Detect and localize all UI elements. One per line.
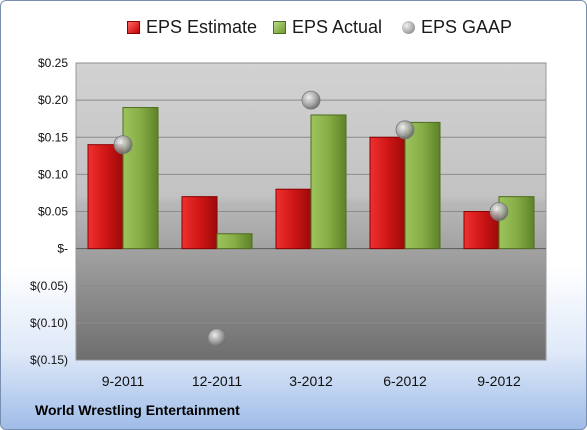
- x-axis: 9-2011 12-2011 3-2012 6-2012 9-2012: [102, 373, 521, 389]
- eps-estimate-bar: [275, 188, 312, 250]
- eps-actual-bar: [404, 121, 441, 250]
- gaap-points: [113, 90, 509, 348]
- y-axis: $0.25 $0.20 $0.15 $0.10 $0.05 $- $(0.05) $(0.10…: [30, 56, 68, 367]
- y-tick-label: $-: [57, 242, 68, 256]
- y-tick-label: $0.25: [38, 56, 68, 70]
- bars: [87, 107, 535, 250]
- eps-actual-bar: [122, 107, 159, 250]
- legend-label-estimate: EPS Estimate: [146, 17, 258, 37]
- legend-label-actual: EPS Actual: [292, 17, 383, 37]
- legend-swatch-gaap: [402, 21, 415, 34]
- legend-swatch-estimate: [127, 21, 140, 34]
- legend: EPS Estimate EPS Actual EPS GAAP: [1, 17, 586, 43]
- x-tick-label: 9-2012: [477, 373, 521, 389]
- eps-gaap-point: [301, 90, 321, 110]
- eps-gaap-point: [207, 328, 227, 348]
- eps-gaap-point: [113, 135, 133, 155]
- eps-gaap-point: [489, 202, 509, 221]
- eps-estimate-bar: [87, 144, 124, 250]
- x-tick-label: 12-2011: [192, 373, 243, 389]
- y-tick-label: $0.05: [38, 205, 68, 219]
- y-tick-label: $(0.15): [30, 353, 68, 367]
- x-tick-label: 9-2011: [102, 373, 145, 389]
- eps-gaap-point: [395, 120, 415, 140]
- eps-actual-bar: [216, 233, 253, 250]
- legend-item-actual: EPS Actual: [273, 17, 382, 38]
- x-tick-label: 6-2012: [383, 373, 427, 389]
- legend-swatch-actual: [273, 21, 286, 34]
- legend-item-gaap: EPS GAAP: [402, 17, 512, 38]
- y-tick-label: $(0.10): [30, 316, 68, 330]
- legend-label-gaap: EPS GAAP: [421, 17, 513, 37]
- x-tick-label: 3-2012: [289, 373, 333, 389]
- company-name: World Wrestling Entertainment: [35, 402, 240, 418]
- y-tick-label: $0.15: [38, 130, 68, 144]
- legend-item-estimate: EPS Estimate: [127, 17, 257, 38]
- eps-estimate-bar: [369, 136, 406, 250]
- eps-actual-bar: [310, 114, 347, 250]
- y-tick-label: $0.20: [38, 93, 68, 107]
- y-tick-label: $(0.05): [30, 279, 68, 293]
- y-tick-label: $0.10: [38, 167, 68, 181]
- eps-estimate-bar: [181, 196, 218, 250]
